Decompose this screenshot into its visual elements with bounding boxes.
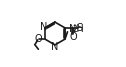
Text: N: N (51, 42, 59, 52)
Text: 2: 2 (73, 25, 77, 34)
Text: N: N (40, 22, 47, 32)
Text: NH: NH (69, 24, 84, 34)
Text: S: S (76, 23, 83, 33)
Text: O: O (35, 34, 42, 44)
Text: O: O (69, 32, 77, 42)
